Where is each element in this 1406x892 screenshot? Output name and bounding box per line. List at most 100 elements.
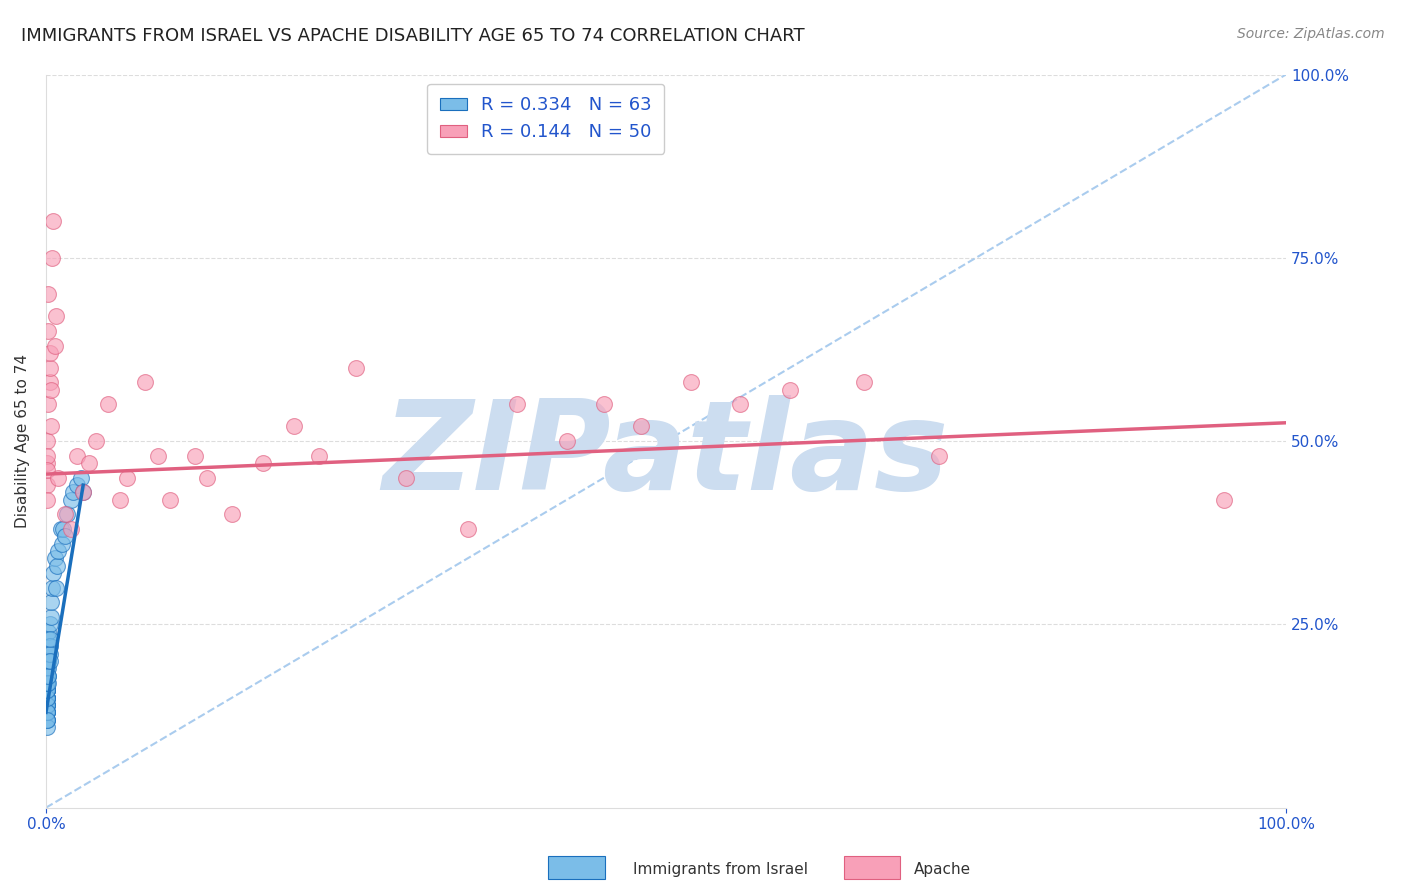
Point xyxy=(37,287,59,301)
Point xyxy=(37,676,59,690)
Point xyxy=(37,720,59,734)
Point xyxy=(394,471,416,485)
Point xyxy=(48,471,70,485)
Point xyxy=(53,508,76,522)
Point xyxy=(97,397,120,411)
Point xyxy=(66,478,89,492)
Point xyxy=(37,683,59,698)
Point xyxy=(46,558,69,573)
Point xyxy=(134,376,156,390)
Point xyxy=(45,310,67,324)
Point xyxy=(42,566,65,580)
Point xyxy=(252,456,274,470)
Point xyxy=(51,537,73,551)
Point xyxy=(37,669,59,683)
Point xyxy=(630,419,652,434)
Point xyxy=(44,551,66,566)
Point xyxy=(37,676,59,690)
Point xyxy=(39,383,62,397)
Text: Source: ZipAtlas.com: Source: ZipAtlas.com xyxy=(1237,27,1385,41)
Point xyxy=(37,397,59,411)
Point xyxy=(37,690,59,705)
Point xyxy=(37,676,59,690)
Point xyxy=(37,434,59,449)
Text: ZIPatlas: ZIPatlas xyxy=(382,395,949,516)
Point xyxy=(37,690,59,705)
Point xyxy=(38,617,60,632)
Point xyxy=(37,661,59,675)
Point xyxy=(37,676,59,690)
Point xyxy=(37,669,59,683)
Point xyxy=(555,434,578,449)
Point xyxy=(37,690,59,705)
Text: Immigrants from Israel: Immigrants from Israel xyxy=(633,863,807,877)
Point xyxy=(37,683,59,698)
Point xyxy=(37,713,59,727)
Point xyxy=(41,251,63,265)
Point xyxy=(1213,492,1236,507)
Point xyxy=(72,485,94,500)
Point xyxy=(48,544,70,558)
Point xyxy=(37,492,59,507)
Point xyxy=(146,449,169,463)
Point xyxy=(37,669,59,683)
Point xyxy=(457,522,479,536)
Point xyxy=(195,471,218,485)
Point xyxy=(593,397,616,411)
Point xyxy=(221,508,243,522)
Point xyxy=(37,698,59,712)
Point xyxy=(37,324,59,338)
Text: Apache: Apache xyxy=(914,863,972,877)
Point xyxy=(779,383,801,397)
Point xyxy=(37,713,59,727)
Point xyxy=(49,522,72,536)
Point xyxy=(730,397,752,411)
Point xyxy=(37,463,59,477)
Point xyxy=(79,456,101,470)
Point xyxy=(37,706,59,720)
Point xyxy=(38,346,60,360)
Point xyxy=(37,683,59,698)
Y-axis label: Disability Age 65 to 74: Disability Age 65 to 74 xyxy=(15,354,30,528)
Point xyxy=(37,632,59,646)
Point xyxy=(62,485,84,500)
Point xyxy=(66,449,89,463)
Point xyxy=(37,647,59,661)
Point xyxy=(37,698,59,712)
Point xyxy=(38,640,60,654)
Point xyxy=(308,449,330,463)
Point xyxy=(44,339,66,353)
Point xyxy=(37,676,59,690)
Point xyxy=(344,360,367,375)
Point xyxy=(37,683,59,698)
Point xyxy=(37,654,59,668)
Point xyxy=(853,376,876,390)
Point xyxy=(159,492,181,507)
Point xyxy=(59,492,82,507)
Point xyxy=(37,661,59,675)
Point xyxy=(39,610,62,624)
Legend: R = 0.334   N = 63, R = 0.144   N = 50: R = 0.334 N = 63, R = 0.144 N = 50 xyxy=(427,84,665,153)
Point xyxy=(37,683,59,698)
Point xyxy=(37,624,59,639)
Point xyxy=(115,471,138,485)
Point xyxy=(38,376,60,390)
Point xyxy=(928,449,950,463)
Point xyxy=(37,456,59,470)
Point xyxy=(37,654,59,668)
Point xyxy=(41,581,63,595)
Point xyxy=(84,434,107,449)
Point xyxy=(38,654,60,668)
Point xyxy=(37,690,59,705)
Point xyxy=(39,595,62,609)
Point xyxy=(37,449,59,463)
Point xyxy=(59,522,82,536)
Point xyxy=(37,706,59,720)
Point xyxy=(506,397,529,411)
Point xyxy=(38,647,60,661)
Point xyxy=(37,640,59,654)
Point xyxy=(53,529,76,543)
Point xyxy=(37,698,59,712)
Point xyxy=(37,690,59,705)
Point xyxy=(38,632,60,646)
